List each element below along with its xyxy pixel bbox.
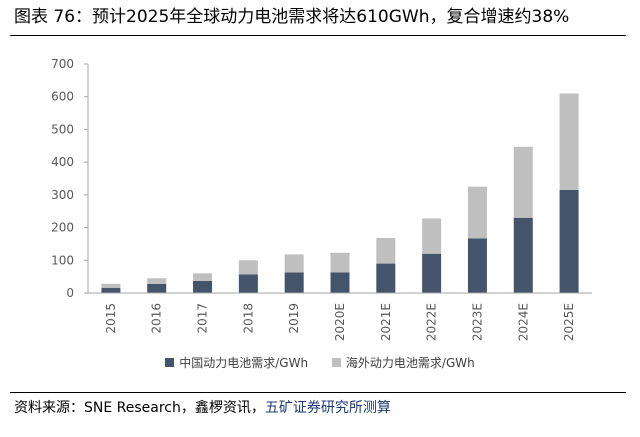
x-tick-label: 2025E: [562, 303, 576, 341]
x-tick-label: 2018: [241, 303, 255, 334]
bar-overseas: [376, 238, 396, 264]
bar-overseas: [284, 254, 304, 273]
source-note: 资料来源：SNE Research，鑫椤资讯，五矿证券研究所测算: [14, 398, 391, 418]
legend-item-overseas: 海外动力电池需求/GWh: [331, 354, 475, 371]
y-tick-label: 300: [51, 188, 74, 202]
y-tick-label: 600: [51, 90, 74, 104]
legend-swatch-overseas: [331, 358, 341, 367]
bar-overseas: [101, 283, 121, 288]
bar-china: [559, 189, 579, 293]
source-highlight: 五矿证券研究所测算: [264, 400, 391, 416]
x-tick-label: 2015: [104, 303, 118, 334]
legend-label-china: 中国动力电池需求/GWh: [179, 356, 309, 370]
x-tick-label: 2019: [287, 303, 301, 334]
bar-china: [376, 263, 396, 293]
bars: [101, 93, 579, 293]
bar-china: [238, 274, 258, 293]
bar-overseas: [467, 186, 487, 239]
chart-title: 图表 76：预计2025年全球动力电池需求将达610GWh，复合增速约38%: [14, 7, 570, 27]
x-tick-label: 2016: [150, 303, 164, 334]
bar-overseas: [193, 273, 213, 281]
bar-china: [513, 217, 533, 293]
legend: 中国动力电池需求/GWh 海外动力电池需求/GWh: [0, 354, 640, 371]
x-tick-label: 2017: [196, 303, 210, 334]
bar-china: [330, 272, 350, 293]
bar-china: [467, 238, 487, 293]
title-divider: [10, 35, 626, 36]
bar-overseas: [422, 218, 442, 254]
legend-label-overseas: 海外动力电池需求/GWh: [345, 356, 475, 370]
bar-china: [193, 280, 213, 293]
bar-china: [101, 287, 121, 293]
y-tick-label: 700: [51, 57, 74, 71]
x-tick-label: 2023E: [470, 303, 484, 341]
source-divider: [10, 392, 626, 393]
bar-overseas: [238, 260, 258, 275]
source-prefix: 资料来源：SNE Research，鑫椤资讯，: [14, 400, 265, 416]
x-tick-label: 2021E: [379, 303, 393, 341]
bar-overseas: [147, 278, 167, 284]
x-tick-label: 2024E: [516, 303, 530, 341]
bar-overseas: [330, 252, 350, 273]
y-tick-label: 400: [51, 155, 74, 169]
y-tick-label: 200: [51, 221, 74, 235]
bar-china: [284, 272, 304, 293]
bar-china: [422, 253, 442, 293]
bar-overseas: [559, 93, 579, 190]
legend-item-china: 中国动力电池需求/GWh: [165, 354, 308, 371]
y-tick-label: 500: [51, 122, 74, 136]
bar-overseas: [513, 146, 533, 218]
x-tick-label: 2022E: [425, 303, 439, 341]
x-tick-label: 2020E: [333, 303, 347, 341]
y-tick-label: 0: [66, 286, 74, 300]
x-axis: 2015 2016 2017 2018 2019 2020E 2021E 2022E 2023E…: [88, 292, 592, 341]
bar-china: [147, 283, 167, 293]
legend-swatch-china: [165, 358, 175, 367]
y-axis: 0 100 200 300 400 500 600 700: [51, 57, 89, 300]
y-tick-label: 100: [51, 253, 74, 267]
